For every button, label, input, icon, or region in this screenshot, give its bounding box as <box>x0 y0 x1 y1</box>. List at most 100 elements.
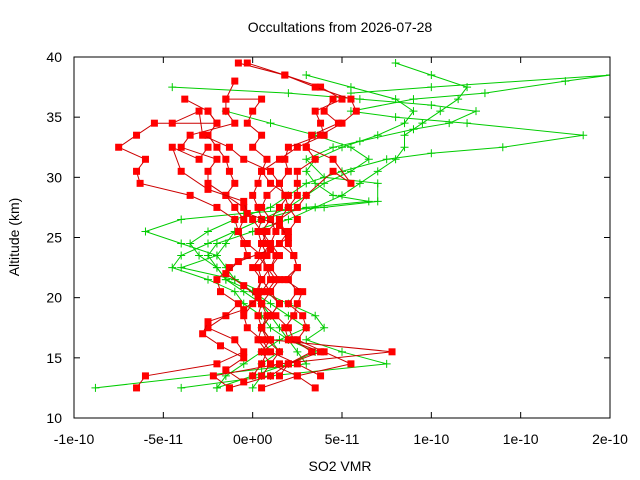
data-point <box>472 107 480 116</box>
data-point <box>299 288 307 296</box>
x-tick-label: -5e-11 <box>144 431 184 447</box>
data-point <box>266 119 275 128</box>
data-point <box>352 107 360 115</box>
y-tick-label: 35 <box>46 109 62 125</box>
data-point <box>302 71 311 80</box>
data-point <box>302 167 311 176</box>
data-point <box>373 167 382 176</box>
data-point <box>347 179 355 187</box>
data-point <box>391 95 400 104</box>
data-point <box>249 191 257 199</box>
data-point <box>267 336 275 344</box>
data-point <box>290 312 298 320</box>
data-point <box>272 276 280 284</box>
data-point <box>400 131 409 140</box>
data-point <box>266 323 275 332</box>
data-point <box>311 155 319 163</box>
data-point <box>168 83 177 92</box>
y-tick-label: 40 <box>46 49 62 65</box>
data-point <box>346 83 355 92</box>
data-point <box>308 348 316 356</box>
data-point <box>213 143 221 151</box>
data-point <box>204 185 212 193</box>
data-point <box>347 95 355 103</box>
data-point <box>275 300 283 308</box>
y-tick-label: 15 <box>46 350 62 366</box>
data-point <box>606 71 610 80</box>
data-point <box>320 203 329 212</box>
data-point <box>258 288 266 296</box>
data-point <box>231 77 239 85</box>
data-point <box>263 155 271 163</box>
series-line <box>117 98 393 389</box>
data-point <box>249 143 257 151</box>
data-point <box>217 288 225 296</box>
data-point <box>212 239 221 248</box>
series-5 <box>168 107 325 380</box>
data-point <box>240 306 248 314</box>
data-point <box>133 131 141 139</box>
data-point <box>293 215 301 223</box>
data-point <box>234 300 242 308</box>
data-point <box>258 95 266 103</box>
series-9 <box>249 95 355 380</box>
data-point <box>204 318 212 326</box>
data-point <box>281 191 289 199</box>
data-point <box>267 312 275 320</box>
data-point <box>320 107 328 115</box>
data-point <box>181 95 189 103</box>
data-point <box>320 348 328 356</box>
data-point <box>275 372 283 380</box>
data-point <box>222 95 230 103</box>
data-point <box>290 252 298 260</box>
data-point <box>284 324 292 332</box>
data-point <box>258 324 266 332</box>
data-point <box>204 275 212 284</box>
data-point <box>254 227 262 235</box>
data-point <box>258 131 266 139</box>
data-point <box>373 197 382 206</box>
data-point <box>249 372 257 380</box>
data-point <box>234 258 242 266</box>
data-point <box>195 155 203 163</box>
data-point <box>254 336 262 344</box>
data-point <box>263 191 271 199</box>
data-point <box>281 71 289 79</box>
data-point <box>213 155 221 163</box>
data-point <box>243 119 251 127</box>
data-point <box>317 348 325 356</box>
data-point <box>346 143 355 152</box>
data-point <box>231 119 239 127</box>
data-point <box>302 179 311 188</box>
data-point <box>267 246 275 254</box>
data-point <box>267 348 275 356</box>
data-point <box>177 239 186 248</box>
data-point <box>258 215 266 223</box>
data-point <box>311 179 320 188</box>
data-point <box>249 215 257 223</box>
data-point <box>427 101 436 110</box>
data-point <box>293 372 301 380</box>
data-point <box>204 227 212 236</box>
data-point <box>258 203 266 211</box>
data-point <box>212 263 221 272</box>
data-point <box>231 179 239 187</box>
x-axis-label: SO2 VMR <box>308 458 371 474</box>
data-point <box>284 203 292 211</box>
data-point <box>267 264 275 272</box>
data-point <box>141 372 149 380</box>
data-point <box>240 215 248 223</box>
data-point <box>222 366 230 374</box>
data-point <box>234 227 242 235</box>
data-point <box>254 203 262 211</box>
data-point <box>258 227 266 235</box>
data-point <box>272 227 280 235</box>
y-tick-label: 25 <box>46 230 62 246</box>
data-point <box>338 119 346 127</box>
y-tick-label: 10 <box>46 410 62 426</box>
data-point <box>284 234 292 241</box>
data-point <box>373 131 382 140</box>
data-point <box>293 167 301 175</box>
data-point <box>263 227 271 235</box>
x-tick-label: 2e-10 <box>592 431 628 447</box>
